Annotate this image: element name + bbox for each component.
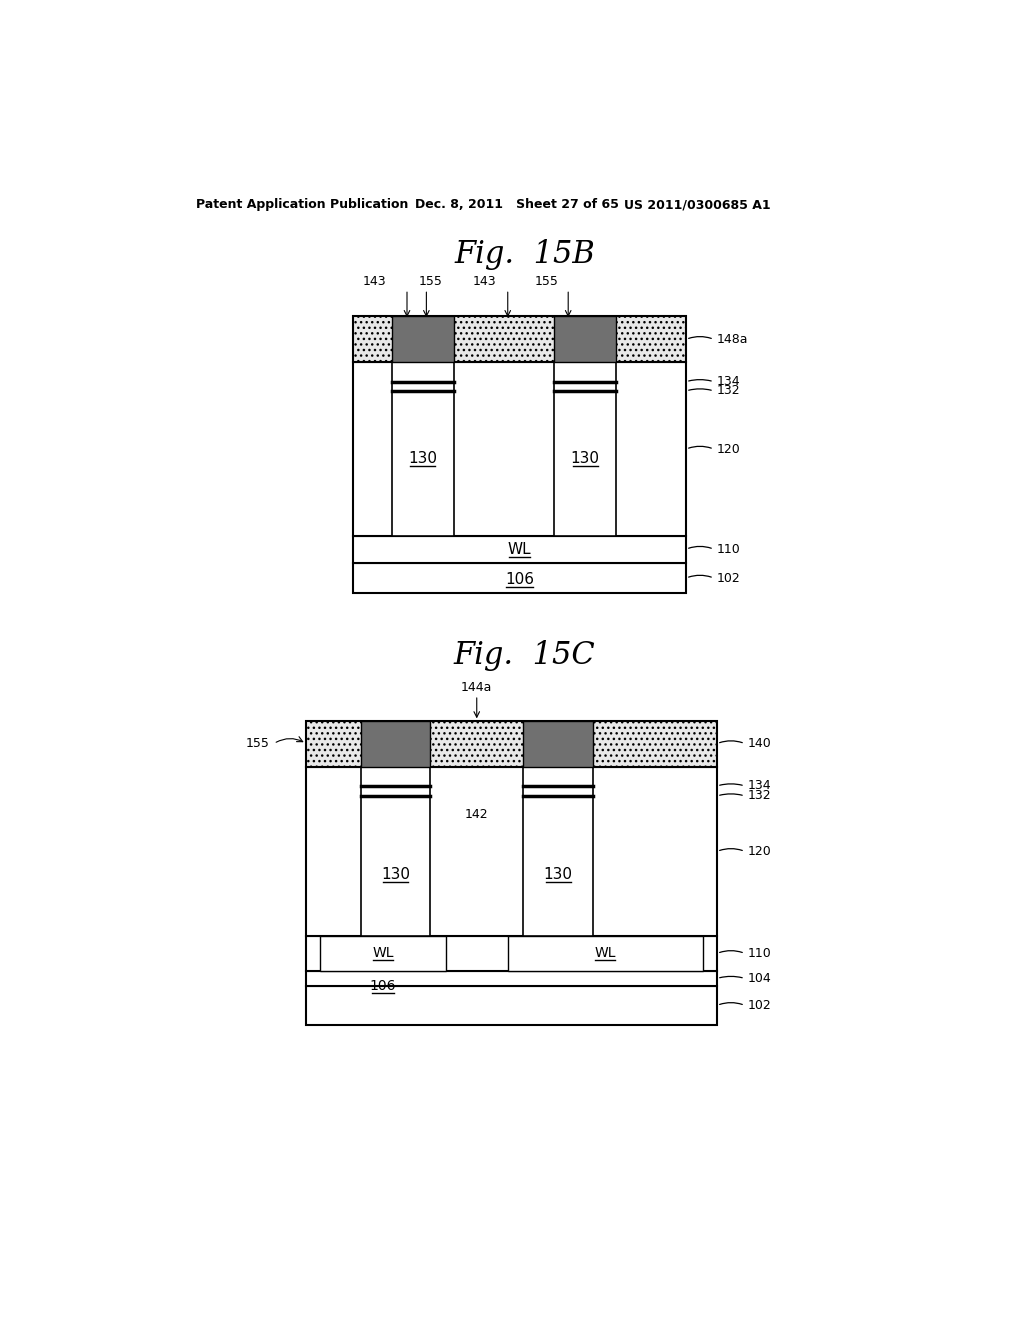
- Bar: [352, 562, 686, 594]
- Bar: [306, 721, 717, 767]
- Text: 148a: 148a: [717, 333, 749, 346]
- Text: 142: 142: [465, 808, 488, 821]
- Bar: [306, 970, 717, 986]
- Text: 132: 132: [717, 384, 740, 397]
- Bar: [360, 721, 430, 767]
- Text: 102: 102: [717, 572, 740, 585]
- Text: 155: 155: [535, 275, 558, 288]
- Text: 134: 134: [748, 779, 772, 792]
- Text: 106: 106: [505, 572, 534, 587]
- Text: Patent Application Publication: Patent Application Publication: [197, 198, 409, 211]
- Text: Fig.  15C: Fig. 15C: [454, 640, 596, 671]
- Text: 120: 120: [717, 442, 740, 455]
- Bar: [554, 317, 616, 363]
- Text: 132: 132: [748, 789, 772, 803]
- Text: 134: 134: [717, 375, 740, 388]
- Text: 130: 130: [570, 451, 600, 466]
- Bar: [352, 317, 686, 363]
- Text: 144a: 144a: [461, 681, 493, 693]
- Bar: [554, 363, 616, 536]
- Bar: [391, 317, 454, 363]
- Text: Fig.  15B: Fig. 15B: [455, 239, 595, 271]
- Text: 143: 143: [362, 275, 386, 288]
- Bar: [321, 936, 445, 970]
- Text: 130: 130: [408, 451, 437, 466]
- Bar: [508, 936, 703, 970]
- Text: 106: 106: [370, 979, 396, 993]
- Text: WL: WL: [508, 543, 531, 557]
- Text: WL: WL: [373, 946, 393, 960]
- Text: US 2011/0300685 A1: US 2011/0300685 A1: [624, 198, 771, 211]
- Bar: [352, 536, 686, 562]
- Text: 102: 102: [748, 999, 772, 1012]
- Text: 104: 104: [748, 972, 772, 985]
- Bar: [306, 986, 717, 1024]
- Text: Dec. 8, 2011   Sheet 27 of 65: Dec. 8, 2011 Sheet 27 of 65: [415, 198, 618, 211]
- Bar: [306, 936, 717, 970]
- Text: 130: 130: [381, 867, 410, 882]
- Text: 110: 110: [717, 543, 740, 556]
- Text: WL: WL: [595, 946, 616, 960]
- Bar: [306, 767, 717, 936]
- Bar: [391, 363, 454, 536]
- Text: 130: 130: [544, 867, 572, 882]
- Bar: [360, 767, 430, 936]
- Bar: [523, 767, 593, 936]
- Text: 143: 143: [473, 275, 497, 288]
- Text: 155: 155: [245, 737, 269, 750]
- Text: 155: 155: [419, 275, 442, 288]
- Bar: [523, 721, 593, 767]
- Text: 110: 110: [748, 946, 772, 960]
- Text: 140: 140: [748, 737, 772, 750]
- Text: 120: 120: [748, 845, 772, 858]
- Bar: [352, 363, 686, 536]
